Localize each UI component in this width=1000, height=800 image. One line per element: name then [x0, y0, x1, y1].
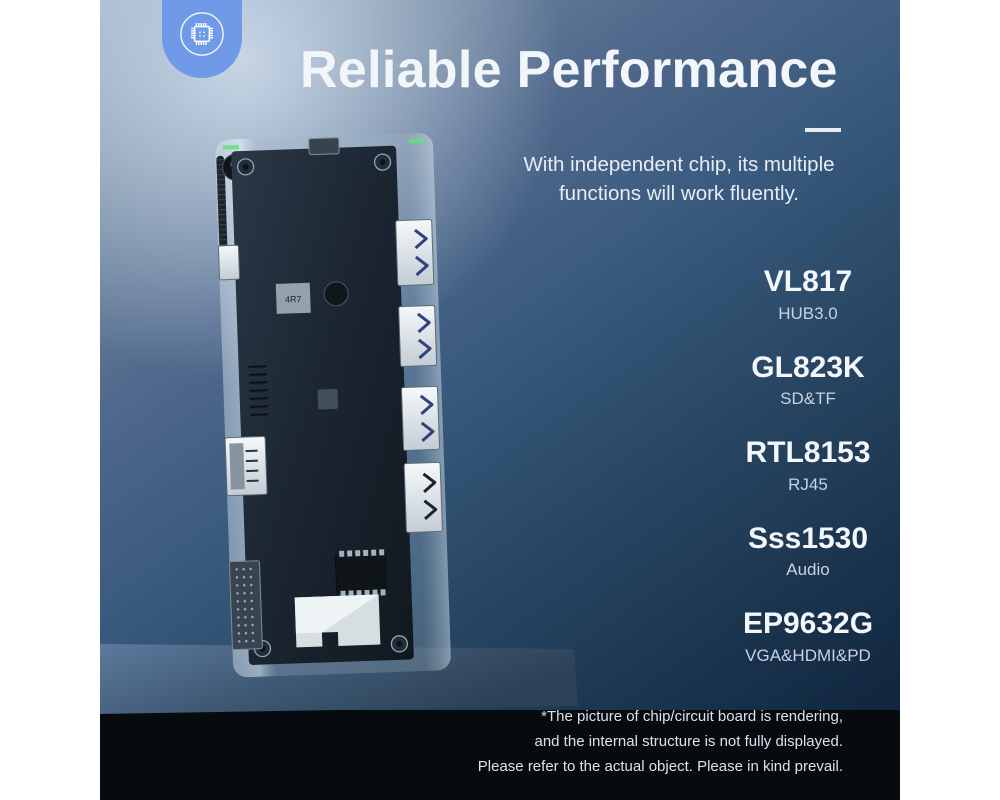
svg-text:4R7: 4R7 [285, 294, 302, 305]
